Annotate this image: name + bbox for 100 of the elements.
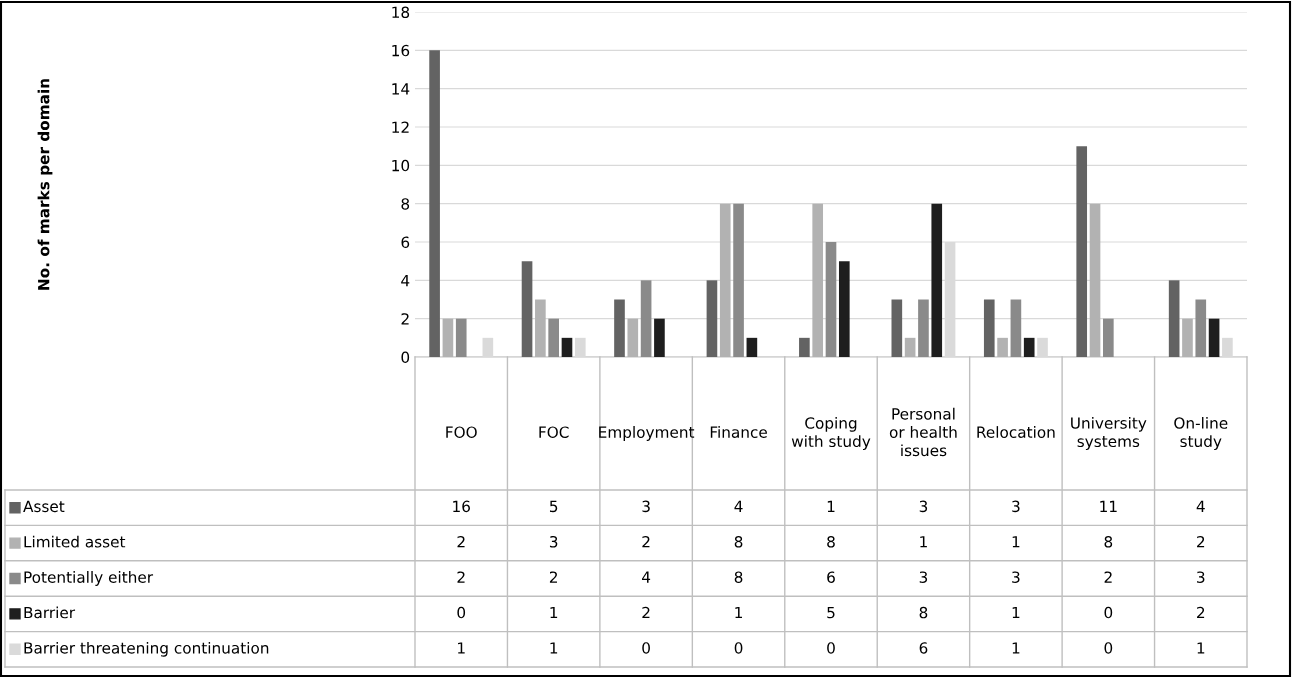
- data-label: 6: [919, 642, 928, 654]
- y-tick-label: 0: [401, 351, 410, 364]
- data-label: 8: [734, 535, 743, 548]
- x-tick-label: Finance: [710, 426, 767, 438]
- data-label: 1: [1012, 606, 1020, 619]
- data-label: 1: [1012, 536, 1020, 548]
- legend-label: Barrier threatening continuation: [24, 641, 269, 657]
- bar: [838, 261, 850, 357]
- bar: [1076, 146, 1088, 357]
- bar: [983, 299, 995, 357]
- data-label: 4: [642, 571, 651, 583]
- x-tick-label: Coping with study: [791, 416, 871, 451]
- data-label: 16: [453, 500, 470, 513]
- data-label: 3: [1197, 571, 1205, 583]
- y-tick-label: 18: [392, 6, 410, 19]
- bar: [429, 50, 440, 357]
- data-label: 2: [549, 571, 557, 583]
- bar: [719, 203, 731, 357]
- data-label: 2: [642, 606, 650, 619]
- text: No. of marks per domain: [37, 79, 53, 290]
- bar: [1010, 299, 1022, 357]
- data-label: 5: [827, 606, 835, 619]
- data-label: 8: [827, 535, 835, 548]
- x-tick-label: FOO: [446, 426, 477, 438]
- data-label: 2: [1104, 571, 1112, 583]
- legend-label: Potentially either: [24, 571, 154, 586]
- legend-label: Asset: [23, 500, 65, 513]
- bar: [799, 337, 810, 357]
- data-label: 0: [734, 642, 743, 654]
- legend-label: Barrier: [24, 606, 76, 619]
- x-tick-label: On-line study: [1174, 416, 1228, 451]
- bar: [1037, 337, 1048, 357]
- data-label: 2: [1197, 535, 1205, 548]
- data-label: 1: [1197, 642, 1205, 654]
- bar: [561, 337, 573, 357]
- data-label: 1: [735, 606, 743, 619]
- data-label: 8: [734, 571, 743, 583]
- x-tick-label: Personal or health issues: [889, 407, 957, 457]
- data-label: 2: [1197, 606, 1205, 619]
- data-label: 0: [1104, 606, 1113, 619]
- bar: [1222, 337, 1233, 357]
- bar: [574, 337, 586, 357]
- bar: [812, 203, 824, 357]
- y-tick-label: 10: [392, 159, 410, 172]
- data-label: 0: [457, 606, 466, 619]
- data-label: 8: [919, 606, 928, 619]
- data-label: 4: [1196, 500, 1205, 512]
- bar: [891, 299, 903, 357]
- y-tick-label: 8: [401, 198, 410, 210]
- bar: [548, 318, 559, 357]
- y-tick-label: 12: [392, 121, 409, 133]
- data-label: 1: [550, 642, 558, 654]
- data-label: 8: [1104, 535, 1113, 548]
- bar: [746, 337, 758, 357]
- bar: [1182, 318, 1193, 357]
- y-tick-label: 2: [401, 313, 409, 325]
- data-label: 2: [642, 535, 650, 548]
- data-label: 1: [920, 536, 927, 548]
- y-tick-label: 14: [392, 83, 410, 95]
- data-label: 3: [919, 571, 928, 583]
- y-tick-label: 16: [392, 44, 410, 57]
- x-tick-label: Relocation: [977, 426, 1055, 438]
- data-label: 0: [642, 642, 650, 654]
- data-label: 3: [549, 535, 558, 548]
- data-label: 2: [457, 571, 465, 583]
- bar: [455, 318, 467, 357]
- x-tick-label: Employment: [599, 426, 695, 441]
- bar: [706, 280, 718, 357]
- bar: [1208, 318, 1220, 357]
- bar: [482, 337, 494, 357]
- bar: [535, 299, 546, 357]
- x-tick-label: FOC: [539, 426, 569, 438]
- data-label: 0: [827, 642, 835, 654]
- data-label: 3: [642, 500, 650, 513]
- bar: [442, 318, 454, 357]
- bar: [904, 337, 916, 357]
- bar: [1089, 203, 1101, 357]
- x-tick-label: University systems: [1071, 416, 1147, 451]
- data-label: 3: [919, 500, 928, 513]
- bar: [1168, 280, 1180, 357]
- data-label: 3: [1012, 500, 1020, 513]
- bar: [918, 299, 929, 357]
- bar: [825, 242, 837, 357]
- data-label: 5: [549, 500, 558, 513]
- bar: [640, 280, 652, 357]
- bar: [1103, 318, 1114, 357]
- y-tick-label: 6: [401, 236, 410, 249]
- data-label: 1: [1012, 642, 1020, 654]
- bar: [614, 299, 625, 357]
- data-label: 11: [1100, 500, 1117, 512]
- data-label: 4: [734, 500, 743, 512]
- data-label: 6: [827, 571, 835, 583]
- legend-label: Limited asset: [24, 535, 126, 548]
- bar: [1023, 337, 1035, 357]
- bar: [521, 261, 533, 357]
- data-label: 1: [550, 606, 558, 619]
- y-tick-label: 4: [401, 275, 410, 287]
- bar: [654, 318, 665, 357]
- data-label: 2: [457, 535, 465, 548]
- bar: [1195, 299, 1207, 357]
